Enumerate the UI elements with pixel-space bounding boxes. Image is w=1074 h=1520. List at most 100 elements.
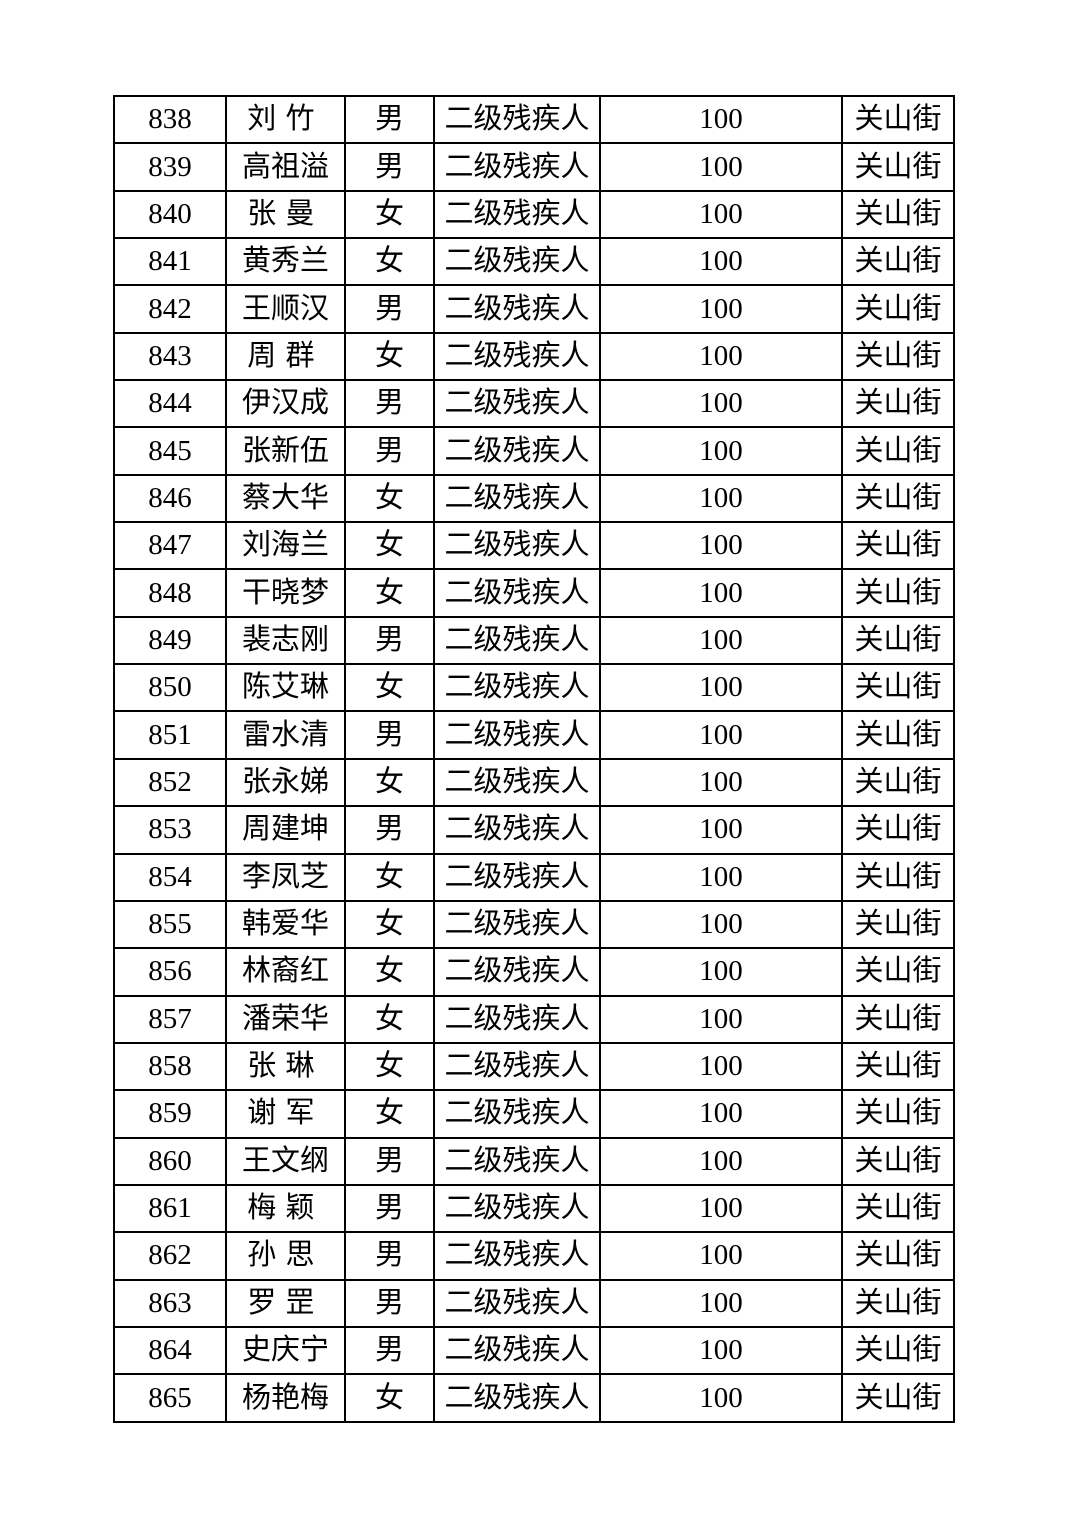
street-cell: 关山街 bbox=[841, 1325, 955, 1376]
gender-cell: 女 bbox=[344, 663, 435, 713]
serial-number-cell: 854 bbox=[113, 852, 227, 902]
person-name-cell: 张新伍 bbox=[225, 426, 346, 476]
amount-cell: 100 bbox=[599, 852, 843, 902]
amount-cell: 100 bbox=[599, 1325, 843, 1376]
serial-number-cell: 851 bbox=[113, 710, 227, 760]
table-row: 840 张曼女二级残疾人 100 关山街 bbox=[113, 189, 955, 240]
table-row: 852 张永娣女二级残疾人 100 关山街 bbox=[113, 757, 955, 808]
person-name-cell: 罗罡 bbox=[225, 1278, 346, 1328]
street-cell: 关山街 bbox=[841, 947, 955, 997]
street-cell: 关山街 bbox=[841, 1183, 955, 1234]
street-cell: 关山街 bbox=[841, 379, 955, 429]
person-name-cell: 裴志刚 bbox=[225, 615, 346, 666]
street-cell: 关山街 bbox=[841, 1089, 955, 1139]
table-row: 853 周建坤男二级残疾人 100 关山街 bbox=[113, 805, 955, 855]
serial-number-cell: 853 bbox=[113, 805, 227, 855]
category-cell: 二级残疾人 bbox=[433, 757, 601, 808]
amount-cell: 100 bbox=[599, 426, 843, 476]
category-cell: 二级残疾人 bbox=[433, 94, 601, 145]
table-row: 843 周群女二级残疾人 100 关山街 bbox=[113, 331, 955, 382]
amount-cell: 100 bbox=[599, 331, 843, 382]
street-cell: 关山街 bbox=[841, 757, 955, 808]
amount-cell: 100 bbox=[599, 1278, 843, 1328]
serial-number-cell: 840 bbox=[113, 189, 227, 240]
serial-number-cell: 852 bbox=[113, 757, 227, 808]
amount-cell: 100 bbox=[599, 947, 843, 997]
category-cell: 二级残疾人 bbox=[433, 284, 601, 334]
gender-cell: 男 bbox=[344, 1183, 435, 1234]
gender-cell: 女 bbox=[344, 1041, 435, 1092]
amount-cell: 100 bbox=[599, 1231, 843, 1281]
table-body: 838 刘竹男二级残疾人 100 关山街 839 高祖溢男二级残疾人 100 关山街 840 张曼… bbox=[113, 94, 955, 1423]
serial-number-cell: 838 bbox=[113, 94, 227, 145]
gender-cell: 女 bbox=[344, 237, 435, 287]
gender-cell: 女 bbox=[344, 899, 435, 950]
amount-cell: 100 bbox=[599, 94, 843, 145]
category-cell: 二级残疾人 bbox=[433, 1231, 601, 1281]
person-name-cell: 张永娣 bbox=[225, 757, 346, 808]
person-name-cell: 刘竹 bbox=[225, 94, 346, 145]
category-cell: 二级残疾人 bbox=[433, 473, 601, 524]
table-row: 846 蔡大华女二级残疾人 100 关山街 bbox=[113, 473, 955, 524]
serial-number-cell: 845 bbox=[113, 426, 227, 476]
table-row: 841 黄秀兰女二级残疾人 100 关山街 bbox=[113, 237, 955, 287]
serial-number-cell: 843 bbox=[113, 331, 227, 382]
amount-cell: 100 bbox=[599, 473, 843, 524]
serial-number-cell: 863 bbox=[113, 1278, 227, 1328]
person-name-cell: 周建坤 bbox=[225, 805, 346, 855]
person-name-cell: 王文纲 bbox=[225, 1136, 346, 1186]
table-row: 844 伊汉成男二级残疾人 100 关山街 bbox=[113, 379, 955, 429]
table-row: 861 梅颖男二级残疾人 100 关山街 bbox=[113, 1183, 955, 1234]
person-name-cell: 张琳 bbox=[225, 1041, 346, 1092]
category-cell: 二级残疾人 bbox=[433, 568, 601, 618]
amount-cell: 100 bbox=[599, 1041, 843, 1092]
category-cell: 二级残疾人 bbox=[433, 899, 601, 950]
gender-cell: 男 bbox=[344, 94, 435, 145]
serial-number-cell: 860 bbox=[113, 1136, 227, 1186]
gender-cell: 男 bbox=[344, 805, 435, 855]
gender-cell: 女 bbox=[344, 947, 435, 997]
person-name-cell: 蔡大华 bbox=[225, 473, 346, 524]
category-cell: 二级残疾人 bbox=[433, 1089, 601, 1139]
person-name-cell: 黄秀兰 bbox=[225, 237, 346, 287]
table-row: 858 张琳女二级残疾人 100 关山街 bbox=[113, 1041, 955, 1092]
person-name-cell: 伊汉成 bbox=[225, 379, 346, 429]
street-cell: 关山街 bbox=[841, 568, 955, 618]
serial-number-cell: 856 bbox=[113, 947, 227, 997]
person-name-cell: 梅颖 bbox=[225, 1183, 346, 1234]
category-cell: 二级残疾人 bbox=[433, 663, 601, 713]
serial-number-cell: 861 bbox=[113, 1183, 227, 1234]
gender-cell: 女 bbox=[344, 1373, 435, 1423]
street-cell: 关山街 bbox=[841, 94, 955, 145]
person-name-cell: 李凤芝 bbox=[225, 852, 346, 902]
gender-cell: 男 bbox=[344, 615, 435, 666]
amount-cell: 100 bbox=[599, 237, 843, 287]
table-row: 849 裴志刚男二级残疾人 100 关山街 bbox=[113, 615, 955, 666]
amount-cell: 100 bbox=[599, 615, 843, 666]
gender-cell: 女 bbox=[344, 852, 435, 902]
table-row: 860 王文纲男二级残疾人 100 关山街 bbox=[113, 1136, 955, 1186]
gender-cell: 男 bbox=[344, 1278, 435, 1328]
person-name-cell: 雷水清 bbox=[225, 710, 346, 760]
serial-number-cell: 839 bbox=[113, 142, 227, 192]
gender-cell: 女 bbox=[344, 331, 435, 382]
table-row: 847 刘海兰女二级残疾人 100 关山街 bbox=[113, 521, 955, 571]
gender-cell: 男 bbox=[344, 1325, 435, 1376]
serial-number-cell: 841 bbox=[113, 237, 227, 287]
serial-number-cell: 865 bbox=[113, 1373, 227, 1423]
amount-cell: 100 bbox=[599, 805, 843, 855]
gender-cell: 女 bbox=[344, 994, 435, 1044]
street-cell: 关山街 bbox=[841, 473, 955, 524]
amount-cell: 100 bbox=[599, 568, 843, 618]
gender-cell: 女 bbox=[344, 1089, 435, 1139]
category-cell: 二级残疾人 bbox=[433, 1183, 601, 1234]
street-cell: 关山街 bbox=[841, 899, 955, 950]
person-name-cell: 韩爱华 bbox=[225, 899, 346, 950]
gender-cell: 男 bbox=[344, 379, 435, 429]
person-name-cell: 张曼 bbox=[225, 189, 346, 240]
serial-number-cell: 842 bbox=[113, 284, 227, 334]
category-cell: 二级残疾人 bbox=[433, 1373, 601, 1423]
street-cell: 关山街 bbox=[841, 1041, 955, 1092]
serial-number-cell: 855 bbox=[113, 899, 227, 950]
